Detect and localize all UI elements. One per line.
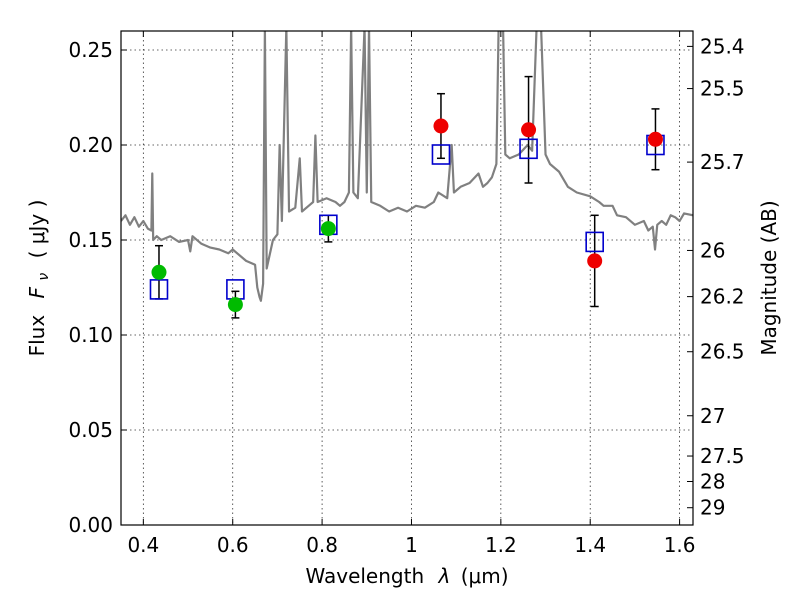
- y2-axis-label: Magnitude (AB): [757, 200, 781, 355]
- x-tick-label: 1.4: [574, 533, 606, 557]
- x-tick-label: 0.4: [127, 533, 159, 557]
- filled-circle-marker: [227, 297, 243, 313]
- open-square-marker: [585, 231, 604, 253]
- y-tick-label: 0.20: [68, 133, 113, 157]
- y2-tick-label: 25.7: [700, 150, 745, 174]
- y2-tick-label: 26.5: [700, 340, 745, 364]
- data-markers: [149, 118, 665, 313]
- y-tick-label: 0.00: [68, 513, 113, 537]
- y-tick-label: 0.15: [68, 228, 113, 252]
- y-tick-label: 0.10: [68, 323, 113, 347]
- filled-circle-marker: [647, 131, 663, 147]
- y-axis-label-text: Flux: [25, 315, 49, 357]
- x-tick-label: 1.2: [485, 533, 517, 557]
- x-tick-label: 0.8: [306, 533, 338, 557]
- y2-tick-label: 25.4: [700, 34, 745, 58]
- open-square-marker: [431, 144, 451, 165]
- filled-circle-marker: [587, 253, 603, 269]
- filled-circle-marker: [521, 122, 537, 138]
- y-axis-label: Flux F ν ( μJy ): [25, 200, 53, 357]
- x-axis-label: Wavelength λ (μm): [305, 564, 508, 588]
- plot-frame: [120, 30, 694, 526]
- y2-tick-label: 28: [700, 469, 725, 493]
- filled-circle-marker: [433, 118, 449, 134]
- y-axis-label-unit: ( μJy ): [25, 200, 49, 259]
- model-spectrum-line: [121, 31, 693, 302]
- y2-tick-label: 27: [700, 404, 725, 428]
- x-axis-label-symbol: λ: [438, 564, 451, 588]
- x-axis-label-text: Wavelength: [305, 564, 424, 588]
- open-square-marker: [149, 279, 169, 300]
- y2-tick-label: 25.5: [700, 77, 745, 101]
- filled-circle-marker: [320, 221, 336, 237]
- filled-circle-marker: [151, 264, 167, 280]
- y2-tick-label: 26.2: [700, 285, 745, 309]
- y-tick-label: 0.05: [68, 418, 113, 442]
- y2-tick-label: 27.5: [700, 444, 745, 468]
- x-tick-label: 1.6: [664, 533, 696, 557]
- axis-ticks: 0.4 0.6 0.8 1 1.2 1.4 1.6 0.00 0.05 0.10 0.15 0.20 0…: [68, 31, 745, 557]
- x-tick-label: 1: [405, 533, 418, 557]
- model-spectrum: [121, 31, 693, 302]
- y2-tick-label: 29: [700, 496, 725, 520]
- y-axis-label-subscript: ν: [36, 273, 52, 281]
- y-tick-label: 0.25: [68, 38, 113, 62]
- x-axis-label-unit: (μm): [461, 564, 509, 588]
- grid: [121, 31, 693, 526]
- y2-tick-label: 26: [700, 238, 725, 262]
- x-tick-label: 0.6: [217, 533, 249, 557]
- y-axis-label-symbol: F: [25, 286, 49, 298]
- error-bars: [154, 75, 660, 319]
- open-square-marker: [519, 138, 538, 160]
